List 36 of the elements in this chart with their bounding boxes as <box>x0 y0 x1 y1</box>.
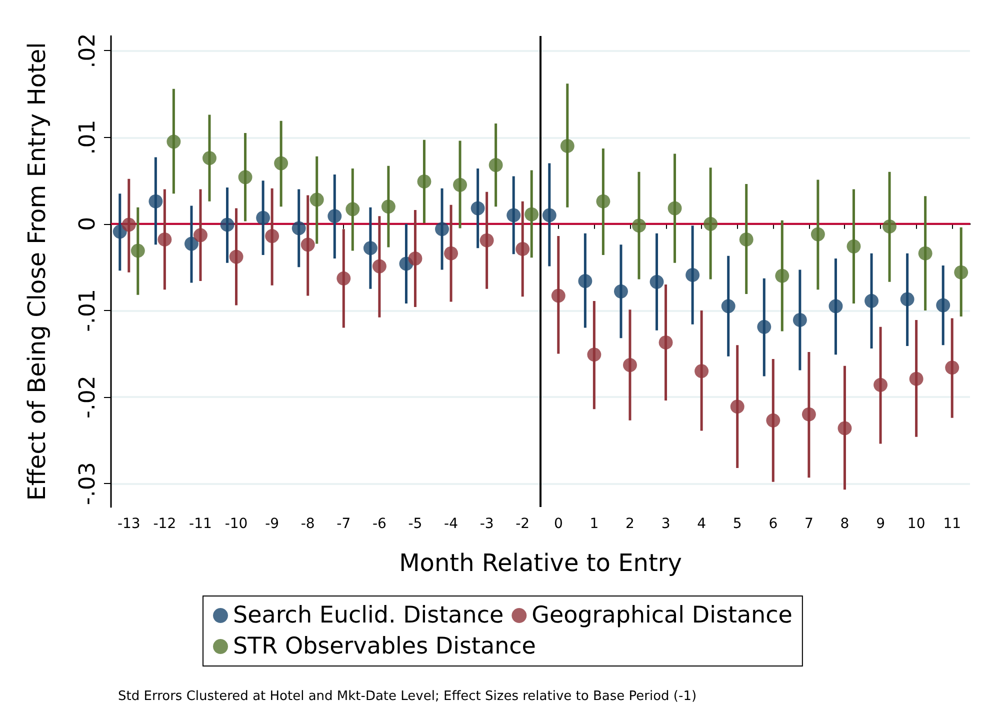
x-tick-label: -7 <box>336 516 351 532</box>
x-tick-label: -12 <box>153 516 176 532</box>
x-tick-label: 0 <box>554 516 563 532</box>
legend-label: Search Euclid. Distance <box>233 602 504 628</box>
x-tick-label: -6 <box>372 516 387 532</box>
legend-label: STR Observables Distance <box>233 634 536 660</box>
x-tick-label: 8 <box>840 516 850 532</box>
x-tick-label: 5 <box>732 516 742 532</box>
y-axis-title: Effect of Being Close From Entry Hotel <box>23 42 51 501</box>
x-tick-label: 3 <box>661 516 670 532</box>
y-tick-label: 0 <box>76 216 100 231</box>
y-tick-label: .02 <box>76 33 100 68</box>
x-axis-title: Month Relative to Entry <box>399 549 682 577</box>
y-tick-label: -.01 <box>76 288 100 332</box>
x-tick-label: 4 <box>697 516 706 532</box>
x-tick-label: -11 <box>189 516 212 532</box>
x-tick-label: 11 <box>943 516 962 532</box>
x-tick-label: -4 <box>444 516 458 532</box>
x-tick-label: -10 <box>224 516 248 532</box>
x-tick-label: 1 <box>590 516 599 532</box>
y-tick-label: -.02 <box>76 376 100 419</box>
x-tick-label: 6 <box>768 516 778 532</box>
x-tick-label: 2 <box>626 516 634 532</box>
x-tick-label: -9 <box>265 516 280 532</box>
x-tick-label: 9 <box>876 516 885 532</box>
legend-label: Geographical Distance <box>532 602 792 628</box>
x-tick-label: -3 <box>480 516 494 532</box>
y-tick-label: .01 <box>76 120 100 155</box>
y-tick-label: -.03 <box>76 462 100 506</box>
x-tick-label: 10 <box>907 516 926 532</box>
x-tick-label: -5 <box>408 516 422 532</box>
x-tick-label: -8 <box>300 516 315 532</box>
x-tick-label: -13 <box>117 516 140 532</box>
text: Std Errors Clustered at Hotel and Mkt-Date Level; Effect Sizes relative to Base Period (-1) <box>118 689 697 704</box>
x-tick-label: 7 <box>804 516 814 532</box>
x-tick-label: -2 <box>516 516 530 532</box>
